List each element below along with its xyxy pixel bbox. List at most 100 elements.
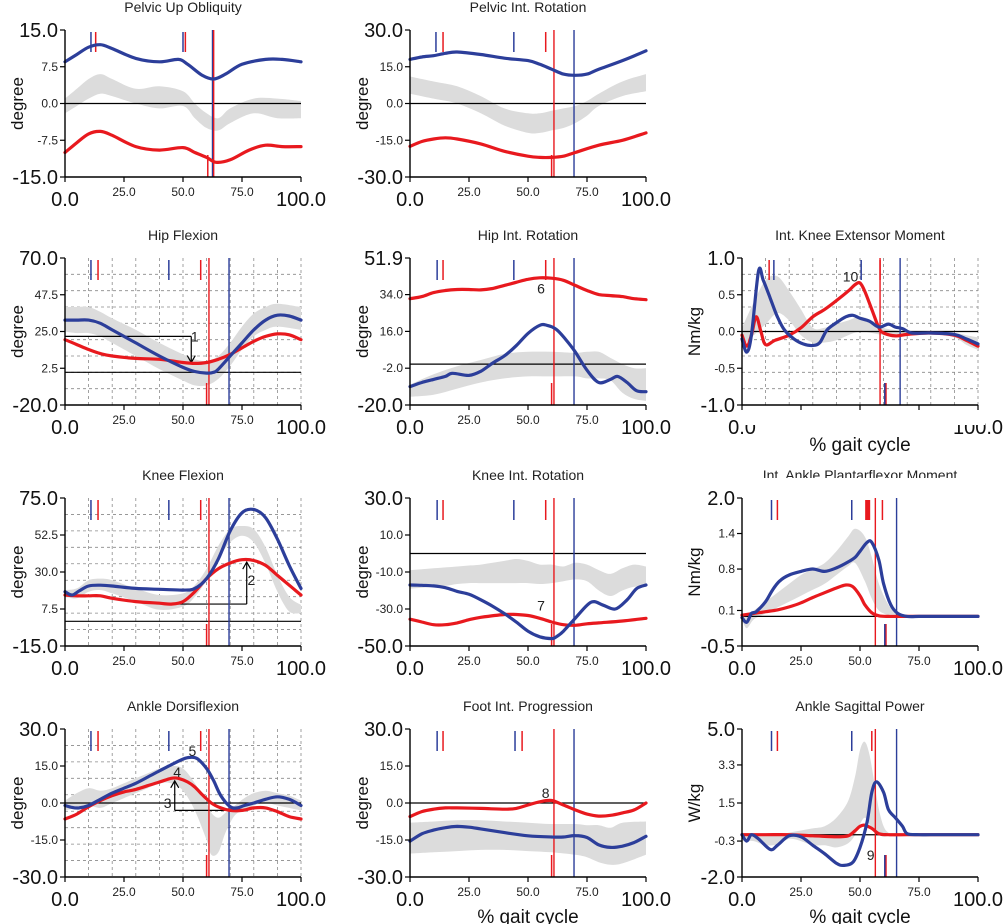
y-tick-label: -1.0 xyxy=(701,395,735,417)
y-tick-label: 15.0 xyxy=(380,60,404,74)
y-tick-label: 51.9 xyxy=(364,248,403,270)
y-tick-label: -0.3 xyxy=(714,834,735,848)
panel-hip-rotation: Hip Int. Rotation 51.9 34.0 16.0 -2.0 -20.00.… xyxy=(353,227,671,439)
annotation-label: 5 xyxy=(189,743,197,759)
y-axis-label: W/kg xyxy=(685,784,704,823)
series-line-right xyxy=(63,755,303,810)
annotation-label: 9 xyxy=(867,847,875,863)
panel-knee-flexion: Knee Flexion 75.0 52.5 30.0 7.5 -15.00.0 25.0 5… xyxy=(8,467,326,680)
y-tick-label: 16.0 xyxy=(380,324,404,338)
x-tick-label: 0.0 xyxy=(51,417,79,439)
x-tick-label: 75.0 xyxy=(575,413,599,427)
x-tick-label: 75.0 xyxy=(575,885,599,899)
y-tick-label: -20.0 xyxy=(12,395,58,417)
annotation-label: 4 xyxy=(173,764,181,780)
x-axis-label: % gait cycle xyxy=(809,435,910,456)
y-tick-label: 75.0 xyxy=(19,488,58,510)
arrow-head xyxy=(170,779,180,789)
x-tick-label: 0.0 xyxy=(728,658,756,680)
x-tick-label: 75.0 xyxy=(230,413,254,427)
series-line-right xyxy=(63,507,303,597)
y-tick-label: 1.0 xyxy=(707,248,735,270)
y-axis-label: degree xyxy=(8,305,27,358)
y-tick-label: 3.3 xyxy=(718,758,735,772)
y-tick-label: 2.5 xyxy=(41,361,58,375)
annotation-label: 1 xyxy=(191,328,199,344)
chart-title: Int. Knee Extensor Moment xyxy=(775,227,945,243)
x-tick-label: 0.0 xyxy=(396,417,424,439)
y-axis-label: degree xyxy=(8,777,27,830)
normal-band xyxy=(410,559,646,596)
y-tick-label: 0.0 xyxy=(386,97,403,111)
x-tick-label: 75.0 xyxy=(907,654,931,668)
chart-title: Foot Int. Progression xyxy=(463,698,593,714)
x-tick-label: 75.0 xyxy=(575,654,599,668)
y-tick-label: 0.0 xyxy=(41,97,58,111)
normal-band xyxy=(65,525,301,614)
x-tick-label: 25.0 xyxy=(112,413,136,427)
normal-band xyxy=(742,528,978,629)
series-line-left xyxy=(408,276,648,302)
y-tick-label: 15.0 xyxy=(35,759,59,773)
x-tick-label: 50.0 xyxy=(516,413,540,427)
x-tick-label: 100.0 xyxy=(621,889,671,911)
x-tick-label: 25.0 xyxy=(112,885,136,899)
x-tick-label: 75.0 xyxy=(575,185,599,199)
y-tick-label: 30.0 xyxy=(364,20,403,42)
y-tick-label: 47.5 xyxy=(35,288,59,302)
annotation-label: 7 xyxy=(537,597,545,613)
series-line-right xyxy=(63,313,303,375)
x-tick-label: 0.0 xyxy=(51,889,79,911)
y-tick-label: -30.0 xyxy=(357,167,403,189)
x-tick-label: 75.0 xyxy=(230,654,254,668)
series-line-left xyxy=(63,557,303,606)
series-line-right xyxy=(408,49,648,77)
x-tick-label: 50.0 xyxy=(516,654,540,668)
y-tick-label: 7.5 xyxy=(41,60,58,74)
y-tick-label: 30.0 xyxy=(364,488,403,510)
x-tick-label: 25.0 xyxy=(457,185,481,199)
panel-foot-progression: Foot Int. Progression 30.0 15.0 0.0 -15.0 -30… xyxy=(353,698,671,924)
normal-band xyxy=(65,303,301,387)
series-line-left xyxy=(408,612,648,627)
x-tick-label: 25.0 xyxy=(457,413,481,427)
y-tick-label: 5.0 xyxy=(707,719,735,741)
y-tick-label: 70.0 xyxy=(19,248,58,270)
y-tick-label: 25.0 xyxy=(35,325,59,339)
chart-title: Pelvic Int. Rotation xyxy=(470,0,587,15)
series-line-left xyxy=(63,332,303,365)
y-tick-label: 15.0 xyxy=(380,759,404,773)
panel-pelvic-obliquity: Pelvic Up Obliquity15.07.50.0-7.5-15.00.… xyxy=(8,0,326,211)
panel-ankle-moment: Int. Ankle Plantarflexor Moment2.01.40.8… xyxy=(685,467,1003,680)
y-tick-label: 0.1 xyxy=(718,603,735,617)
y-axis-label: degree xyxy=(353,777,372,830)
y-tick-label: -2.0 xyxy=(382,361,403,375)
y-tick-label: 30.0 xyxy=(19,719,58,741)
x-tick-label: 50.0 xyxy=(516,885,540,899)
x-tick-label: 50.0 xyxy=(848,885,872,899)
panel-hip-flexion: Hip Flexion 70.0 47.5 25.0 2.5 -20.00.0 25.0 50… xyxy=(8,227,326,439)
series-line-right xyxy=(740,539,980,624)
y-tick-label: -20.0 xyxy=(357,395,403,417)
y-tick-label: 0.0 xyxy=(386,796,403,810)
y-axis-label: Nm/kg xyxy=(685,547,704,596)
x-tick-label: 50.0 xyxy=(171,413,195,427)
y-tick-label: -15.0 xyxy=(376,133,404,147)
x-tick-label: 75.0 xyxy=(230,185,254,199)
y-tick-label: 0.8 xyxy=(718,562,735,576)
y-tick-label: -50.0 xyxy=(357,636,403,658)
series-line-right xyxy=(408,824,648,850)
y-axis-label: degree xyxy=(353,546,372,599)
chart-title: Hip Int. Rotation xyxy=(478,227,578,243)
x-tick-label: 25.0 xyxy=(112,654,136,668)
occlusion-mask xyxy=(745,413,985,425)
y-tick-label: 52.5 xyxy=(35,528,59,542)
y-axis-label: degree xyxy=(8,77,27,130)
x-tick-label: 50.0 xyxy=(171,185,195,199)
chart-title: Pelvic Up Obliquity xyxy=(124,0,242,15)
y-axis-label: Nm/kg xyxy=(685,307,704,356)
y-tick-label: -2.0 xyxy=(701,867,735,889)
y-tick-label: -10.0 xyxy=(376,565,404,579)
series-line-right xyxy=(740,780,980,868)
